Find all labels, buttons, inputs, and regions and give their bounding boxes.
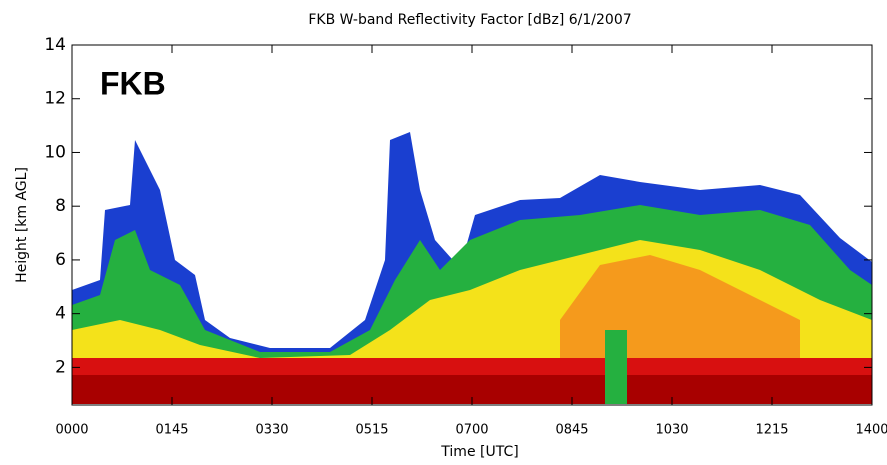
chart-title: FKB W-band Reflectivity Factor [dBz] 6/1… xyxy=(308,12,631,28)
echo-gap xyxy=(605,330,627,404)
x-tick-label: 0330 xyxy=(255,423,288,438)
y-tick-label: 8 xyxy=(55,196,66,216)
x-axis-label: Time [UTC] xyxy=(440,444,518,460)
y-tick-label: 12 xyxy=(44,89,66,109)
y-tick-label: 14 xyxy=(44,35,66,55)
radar-field xyxy=(72,132,872,404)
x-tick-label: 1030 xyxy=(655,423,688,438)
y-tick-label: 2 xyxy=(55,357,66,377)
y-axis-label: Height [km AGL] xyxy=(14,167,30,283)
y-tick-label: 10 xyxy=(44,142,66,162)
y-tick-label: 6 xyxy=(55,250,66,270)
x-tick-label: 0845 xyxy=(555,423,588,438)
x-tick-label: 1215 xyxy=(755,423,788,438)
x-tick-label: 0700 xyxy=(455,423,488,438)
x-tick-label: 1400 xyxy=(855,423,887,438)
x-tick-label: 0000 xyxy=(55,423,88,438)
x-tick-label: 0145 xyxy=(155,423,188,438)
y-tick-label: 4 xyxy=(55,304,66,324)
annotation: FKB xyxy=(100,65,166,101)
x-tick-label: 0515 xyxy=(355,423,388,438)
